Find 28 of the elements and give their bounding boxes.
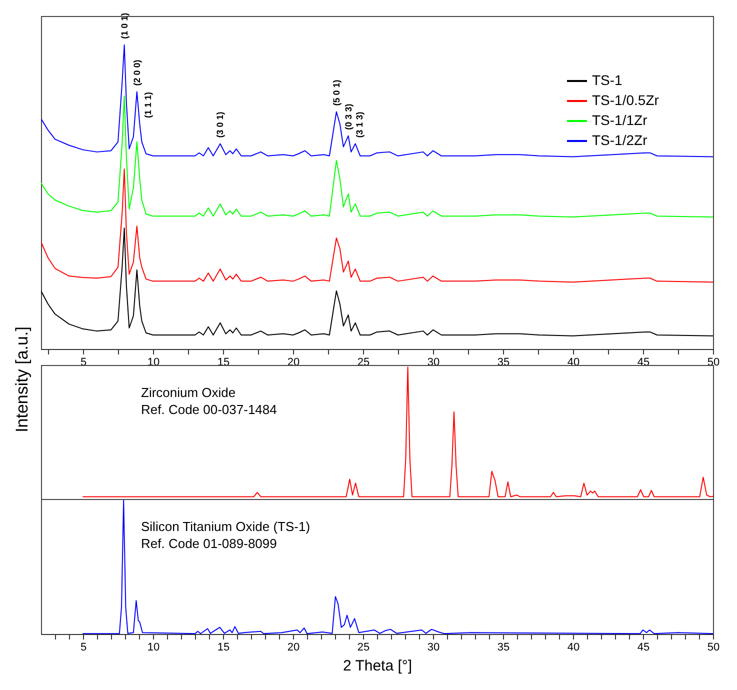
- x-tick-label: 50: [707, 642, 720, 654]
- x-tick-label: 25: [357, 642, 370, 654]
- annotation: (5 0 1): [331, 80, 342, 106]
- x-tick-label: 5: [80, 642, 87, 654]
- x-axis-title: 2 Theta [°]: [342, 658, 412, 674]
- annotation: Ref. Code 01-089-8099: [141, 536, 277, 551]
- x-tick-label: 35: [497, 642, 510, 654]
- x-tick-label: 50: [707, 356, 720, 368]
- y-axis-title: Intensity [a.u.]: [12, 326, 32, 432]
- annotation: (1 1 1): [142, 92, 153, 118]
- x-tick-label: 20: [287, 642, 300, 654]
- x-tick-label: 45: [637, 642, 650, 654]
- annotation: Zirconium Oxide: [141, 385, 236, 400]
- x-tick-label: 10: [147, 642, 160, 654]
- x-tick-label: 40: [567, 642, 580, 654]
- annotation: Ref. Code 00-037-1484: [141, 402, 277, 417]
- annotation: (0 3 3): [343, 104, 354, 130]
- x-tick-label: 15: [217, 642, 230, 654]
- annotation: (1 0 1): [119, 12, 130, 39]
- legend-label: TS-1/2Zr: [592, 132, 648, 148]
- x-tick-label: 30: [427, 642, 440, 654]
- legend-label: TS-1: [592, 72, 623, 88]
- annotation: Silicon Titanium Oxide (TS-1): [141, 519, 310, 534]
- annotation: (3 0 1): [215, 112, 226, 138]
- legend-label: TS-1/0.5Zr: [592, 92, 660, 108]
- legend-label: TS-1/1Zr: [592, 112, 648, 128]
- annotation: (2 0 0): [132, 60, 142, 86]
- annotation: (3 1 3): [354, 112, 364, 138]
